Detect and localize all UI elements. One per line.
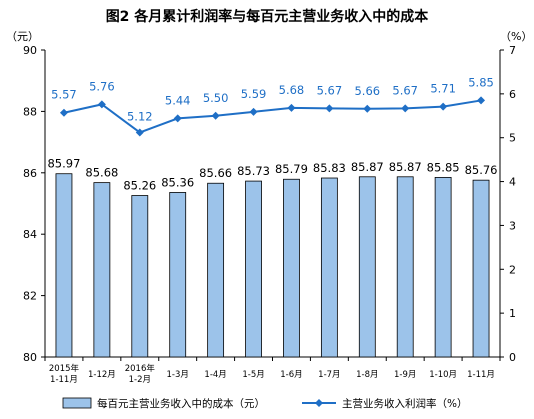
profit-rate-value-label: 5.12 [127, 109, 153, 123]
profit-rate-value-label: 5.68 [279, 83, 305, 97]
right-tick-label: 0 [509, 351, 516, 364]
cost-bar [283, 178, 300, 358]
x-category-label: 2016年 [125, 363, 156, 374]
profit-rate-value-label: 5.67 [392, 83, 418, 97]
x-category-label: 1-12月 [88, 370, 116, 380]
x-category-label: 1-4月 [204, 370, 226, 380]
cost-bar [131, 195, 149, 358]
cost-value-label: 85.97 [47, 157, 80, 171]
right-tick-label: 2 [509, 263, 516, 276]
legend-bar-label: 每百元主营业务收入中的成本（元） [97, 397, 265, 410]
legend-line-label: 主营业务收入利润率（%） [342, 397, 467, 410]
left-tick-label: 82 [23, 290, 37, 303]
cost-value-label: 85.66 [199, 166, 232, 180]
profit-rate-point [173, 114, 182, 123]
cost-value-label: 85.83 [313, 161, 346, 175]
legend-line-marker [315, 399, 323, 407]
right-tick-label: 4 [509, 176, 516, 189]
x-category-label: 1-3月 [167, 370, 189, 380]
cost-bar [320, 177, 338, 358]
left-tick-label: 80 [23, 351, 37, 364]
x-category-label: 2015年 [49, 363, 80, 374]
x-category-label: 1-11月 [50, 375, 78, 385]
profit-rate-value-label: 5.50 [203, 91, 229, 105]
profit-rate-value-label: 5.57 [51, 88, 77, 102]
cost-bar [472, 179, 490, 358]
cost-value-label: 85.26 [123, 179, 156, 193]
profit-rate-point [325, 104, 334, 113]
profit-rate-value-label: 5.85 [468, 75, 494, 89]
x-category-label: 1-2月 [129, 375, 151, 385]
profit-rate-point [477, 96, 486, 105]
cost-value-label: 85.87 [389, 160, 422, 174]
left-tick-label: 90 [23, 44, 37, 57]
right-tick-label: 5 [509, 132, 516, 145]
x-category-label: 1-11月 [467, 370, 495, 380]
profit-rate-point [401, 104, 410, 113]
cost-value-label: 85.79 [275, 162, 308, 176]
profit-rate-value-label: 5.44 [165, 93, 191, 107]
x-category-label: 1-7月 [318, 370, 340, 380]
cost-bar [396, 176, 414, 358]
cost-bar [434, 177, 452, 358]
profit-rate-point [59, 108, 68, 117]
legend-bar-swatch [62, 397, 92, 409]
x-category-label: 1-10月 [429, 370, 457, 380]
cost-value-label: 85.73 [237, 164, 270, 178]
left-axis-unit: （元） [6, 30, 39, 43]
profit-rate-value-label: 5.71 [430, 82, 456, 96]
profit-rate-point [287, 103, 296, 112]
profit-rate-point [135, 128, 144, 137]
cost-bar [93, 182, 111, 358]
cost-bar [55, 173, 73, 358]
x-category-label: 1-6月 [280, 370, 302, 380]
right-axis-unit: （%） [500, 30, 532, 43]
profit-rate-point [363, 104, 372, 113]
cost-value-label: 85.87 [351, 160, 384, 174]
profit-rate-value-label: 5.66 [354, 84, 380, 98]
cost-value-label: 85.36 [161, 175, 194, 189]
profit-rate-point [211, 111, 220, 120]
x-category-label: 1-5月 [242, 370, 264, 380]
cost-value-label: 85.76 [465, 163, 498, 177]
cost-bar [169, 192, 187, 358]
left-tick-label: 84 [23, 228, 37, 241]
cost-value-label: 85.68 [85, 166, 118, 180]
cost-bar [207, 182, 225, 358]
cost-bar [358, 176, 376, 358]
profit-rate-value-label: 5.59 [241, 87, 267, 101]
right-tick-label: 7 [509, 44, 516, 57]
x-category-label: 1-9月 [394, 370, 416, 380]
right-tick-label: 3 [509, 219, 516, 232]
profit-rate-value-label: 5.67 [317, 83, 343, 97]
chart-title: 图2 各月累计利润率与每百元主营业务收入中的成本 [106, 8, 430, 25]
profit-rate-point [97, 100, 106, 109]
cost-bar [245, 180, 262, 358]
x-category-label: 1-8月 [356, 370, 378, 380]
right-tick-label: 1 [509, 307, 516, 320]
profit-rate-line [63, 99, 482, 134]
profit-rate-value-label: 5.76 [89, 79, 115, 93]
cost-value-label: 85.85 [427, 160, 460, 174]
profit-rate-point [439, 102, 448, 111]
profit-rate-point [249, 107, 258, 116]
right-tick-label: 6 [509, 88, 516, 101]
left-tick-label: 86 [23, 167, 37, 180]
left-tick-label: 88 [23, 105, 37, 118]
